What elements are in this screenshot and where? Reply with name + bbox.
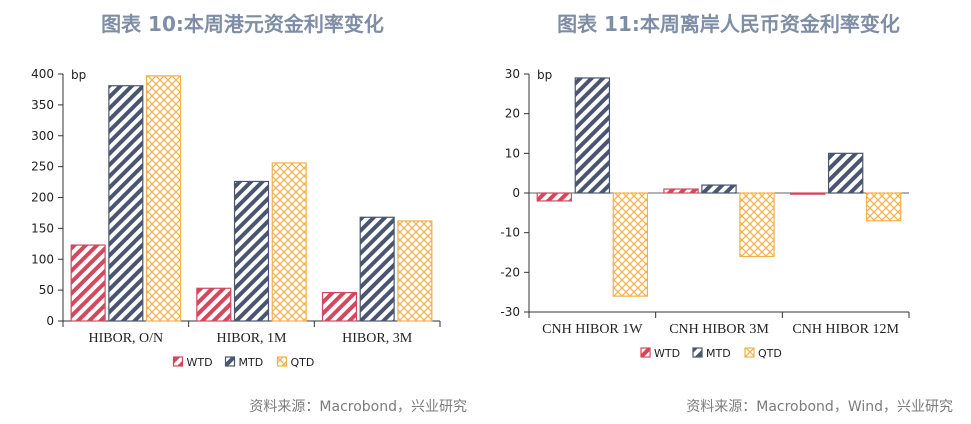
legend-label-qtd: QTD — [291, 356, 315, 369]
y-tick-label: 0 — [512, 186, 520, 200]
legend-swatch-qtd — [276, 356, 288, 367]
bar-qtd-hibor-3m — [397, 220, 433, 322]
x-tick-label: CNH HIBOR 12M — [792, 322, 899, 337]
chart-svg-hkd: 0 50 100 150 200 250 300 350 400 bp HIBOR, O/N HIBO… — [31, 67, 441, 369]
legend-label-mtd: MTD — [706, 347, 731, 360]
x-tick-label: HIBOR, 3M — [342, 331, 413, 346]
y-tick-label: -10 — [500, 226, 520, 240]
y-axis-label: bp — [71, 68, 86, 82]
y-tick-label: 350 — [31, 98, 54, 112]
y-tick-label: 20 — [505, 107, 520, 121]
chart-title: 图表 11:本周离岸人民币资金利率变化 — [557, 12, 900, 36]
bar-qtd-cnh-hibor-1w — [612, 192, 649, 297]
y-axis-label: bp — [537, 68, 552, 82]
bar-mtd-cnh-hibor-12m — [827, 152, 864, 194]
chart-title: 图表 10:本周港元资金利率变化 — [101, 12, 384, 36]
y-tick-label: 150 — [31, 221, 54, 235]
bar-qtd-hibor-1m — [271, 162, 307, 322]
legend-swatch-wtd — [172, 356, 184, 367]
bar-mtd-hibor-o-n — [108, 85, 144, 322]
y-tick-label: 200 — [31, 191, 54, 205]
bar-qtd-cnh-hibor-12m — [865, 192, 902, 222]
chart-panel-hkd: 图表 10:本周港元资金利率变化 0 50 100 150 200 250 300 350 40… — [0, 0, 485, 424]
y-tick-label: 100 — [31, 252, 54, 266]
x-tick-label: HIBOR, O/N — [88, 331, 163, 346]
x-tick-label: CNH HIBOR 1W — [542, 322, 643, 337]
y-tick-label: -20 — [500, 265, 520, 279]
legend-label-wtd: WTD — [187, 356, 213, 369]
bar-mtd-hibor-3m — [359, 216, 395, 322]
legend-label-mtd: MTD — [239, 356, 264, 369]
bar-wtd-hibor-3m — [321, 291, 358, 322]
y-tick-label: 250 — [31, 160, 54, 174]
legend-label-qtd: QTD — [758, 347, 782, 360]
bar-mtd-hibor-1m — [233, 180, 270, 322]
bar-qtd-cnh-hibor-3m — [739, 192, 775, 258]
x-tick-label: CNH HIBOR 3M — [669, 322, 769, 337]
y-tick-label: 0 — [46, 314, 54, 328]
bar-wtd-hibor-o-n — [70, 244, 106, 322]
bar-wtd-hibor-1m — [196, 287, 232, 322]
bar-mtd-cnh-hibor-3m — [701, 184, 737, 194]
chart-source: 资料来源：Macrobond，兴业研究 — [249, 399, 467, 415]
legend-swatch-mtd — [224, 356, 236, 367]
bar-qtd-hibor-o-n — [145, 75, 182, 322]
y-tick-label: 300 — [31, 129, 54, 143]
y-tick-label: 10 — [505, 146, 520, 160]
chart-panel-cnh: 图表 11:本周离岸人民币资金利率变化 -30 -20 -10 0 10 20 30 bp CN… — [486, 0, 971, 424]
bar-wtd-cnh-hibor-1w — [536, 192, 573, 202]
chart-svg-cnh: -30 -20 -10 0 10 20 30 bp CNH HIBOR 1W CNH HIBOR … — [500, 67, 910, 360]
bar-wtd-cnh-hibor-3m — [663, 188, 699, 194]
bar-mtd-cnh-hibor-1w — [574, 77, 611, 194]
legend-swatch-wtd — [640, 347, 651, 358]
x-tick-label: HIBOR, 1M — [216, 331, 287, 346]
legend-swatch-qtd — [744, 347, 755, 358]
y-tick-label: 50 — [39, 283, 54, 297]
y-tick-label: -30 — [500, 305, 520, 319]
y-tick-label: 30 — [505, 67, 520, 81]
y-tick-label: 400 — [31, 67, 54, 81]
chart-source: 资料来源：Macrobond，Wind，兴业研究 — [686, 399, 953, 415]
bar-wtd-cnh-hibor-12m — [789, 192, 826, 195]
legend-label-wtd: WTD — [654, 347, 680, 360]
legend-swatch-mtd — [692, 347, 703, 358]
